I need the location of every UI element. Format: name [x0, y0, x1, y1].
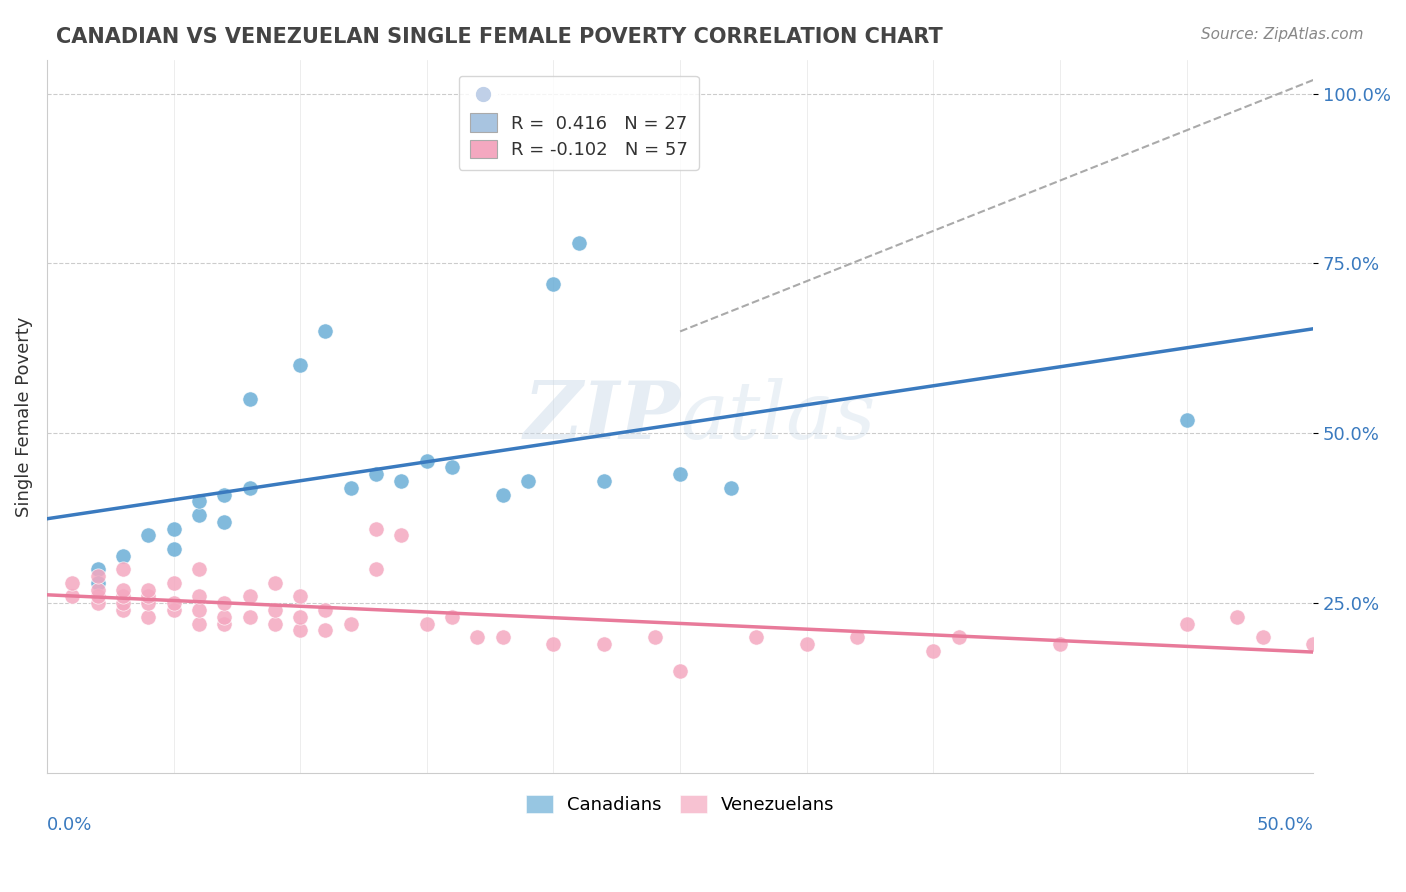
Point	[492, 487, 515, 501]
Point	[60, 590, 83, 604]
Point	[162, 541, 184, 556]
Point	[162, 596, 184, 610]
Point	[86, 575, 108, 590]
Point	[922, 644, 945, 658]
Point	[745, 630, 768, 644]
Point	[238, 481, 260, 495]
Point	[136, 610, 159, 624]
Point	[340, 616, 363, 631]
Point	[391, 528, 413, 542]
Point	[441, 460, 464, 475]
Text: ZIP: ZIP	[523, 377, 681, 455]
Text: Source: ZipAtlas.com: Source: ZipAtlas.com	[1201, 27, 1364, 42]
Point	[948, 630, 970, 644]
Point	[263, 616, 285, 631]
Point	[263, 603, 285, 617]
Point	[212, 610, 235, 624]
Point	[111, 603, 134, 617]
Point	[1175, 413, 1198, 427]
Point	[111, 590, 134, 604]
Point	[669, 665, 692, 679]
Point	[315, 325, 337, 339]
Point	[187, 562, 209, 576]
Point	[416, 616, 439, 631]
Point	[86, 596, 108, 610]
Point	[315, 603, 337, 617]
Point	[492, 630, 515, 644]
Point	[288, 610, 311, 624]
Point	[593, 637, 616, 651]
Point	[543, 277, 565, 291]
Point	[1302, 637, 1324, 651]
Point	[1251, 630, 1274, 644]
Point	[340, 481, 363, 495]
Point	[366, 467, 388, 482]
Point	[441, 610, 464, 624]
Point	[162, 522, 184, 536]
Point	[136, 528, 159, 542]
Point	[212, 515, 235, 529]
Point	[796, 637, 818, 651]
Text: atlas: atlas	[681, 377, 876, 455]
Point	[288, 359, 311, 373]
Point	[238, 610, 260, 624]
Point	[86, 590, 108, 604]
Point	[111, 562, 134, 576]
Point	[187, 616, 209, 631]
Point	[86, 562, 108, 576]
Point	[288, 624, 311, 638]
Point	[136, 590, 159, 604]
Point	[1226, 610, 1249, 624]
Point	[162, 575, 184, 590]
Point	[86, 582, 108, 597]
Point	[111, 596, 134, 610]
Point	[517, 474, 540, 488]
Point	[187, 590, 209, 604]
Point	[111, 582, 134, 597]
Point	[288, 590, 311, 604]
Point	[366, 562, 388, 576]
Text: CANADIAN VS VENEZUELAN SINGLE FEMALE POVERTY CORRELATION CHART: CANADIAN VS VENEZUELAN SINGLE FEMALE POV…	[56, 27, 943, 46]
Point	[669, 467, 692, 482]
Point	[416, 453, 439, 467]
Point	[212, 616, 235, 631]
Point	[187, 494, 209, 508]
Y-axis label: Single Female Poverty: Single Female Poverty	[15, 316, 32, 516]
Point	[644, 630, 666, 644]
Point	[187, 603, 209, 617]
Point	[1049, 637, 1071, 651]
Point	[391, 474, 413, 488]
Point	[720, 481, 742, 495]
Point	[60, 575, 83, 590]
Point	[366, 522, 388, 536]
Point	[315, 624, 337, 638]
Point	[467, 630, 489, 644]
Point	[162, 603, 184, 617]
Point	[568, 236, 591, 251]
Point	[238, 392, 260, 407]
Point	[263, 575, 285, 590]
Point	[111, 549, 134, 563]
Point	[846, 630, 869, 644]
Text: 50.0%: 50.0%	[1257, 816, 1313, 834]
Point	[212, 487, 235, 501]
Point	[86, 569, 108, 583]
Point	[543, 637, 565, 651]
Legend: Canadians, Venezuelans: Canadians, Venezuelans	[519, 788, 842, 822]
Point	[136, 582, 159, 597]
Point	[187, 508, 209, 522]
Point	[593, 474, 616, 488]
Text: 0.0%: 0.0%	[46, 816, 93, 834]
Point	[212, 596, 235, 610]
Point	[238, 590, 260, 604]
Point	[1175, 616, 1198, 631]
Point	[136, 596, 159, 610]
